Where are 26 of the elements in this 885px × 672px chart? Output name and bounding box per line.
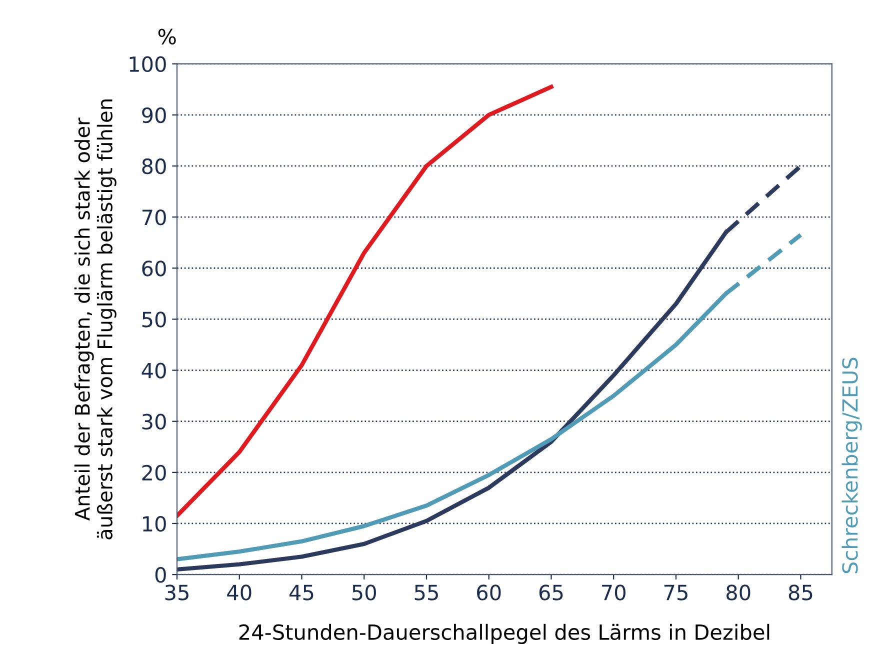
y-tick-label: 40 <box>142 362 166 378</box>
y-tick-label: 50 <box>142 312 166 328</box>
x-axis-title: 24-Stunden-Dauerschallpegel des Lärms in Dezibel <box>239 624 770 644</box>
y-tick-label: 60 <box>142 260 166 276</box>
y-tick-label: 10 <box>143 516 166 532</box>
y-tick-label: 30 <box>142 414 166 430</box>
x-tick-label: 35 <box>165 584 188 600</box>
x-tick-label: 60 <box>477 584 501 600</box>
y-tick-label: 80 <box>142 158 166 174</box>
x-tick-label: 55 <box>414 584 438 600</box>
x-tick-label: 85 <box>788 584 812 600</box>
y-tick-label: 20 <box>142 464 166 481</box>
y-tick-label: 90 <box>142 107 166 124</box>
x-tick-label: 40 <box>227 584 252 600</box>
x-tick-label: 70 <box>602 584 626 600</box>
x-tick-label: 80 <box>726 584 750 600</box>
x-tick-label: 45 <box>290 584 314 600</box>
x-tick-label: 50 <box>352 584 376 600</box>
y-tick-label: 100 <box>130 56 166 72</box>
text: Schreckenberg/ZEUS <box>842 358 862 574</box>
x-tick-label: 75 <box>664 584 688 600</box>
y-tick-label: 70 <box>142 210 166 226</box>
x-tick-label: 65 <box>539 584 563 600</box>
y-axis-title: Anteil der Befragten, die sich stark oder äußerst stark vom Fluglärm belästigt fühlen <box>74 100 116 540</box>
text: % <box>158 28 176 44</box>
y-tick-label: 0 <box>155 567 166 583</box>
